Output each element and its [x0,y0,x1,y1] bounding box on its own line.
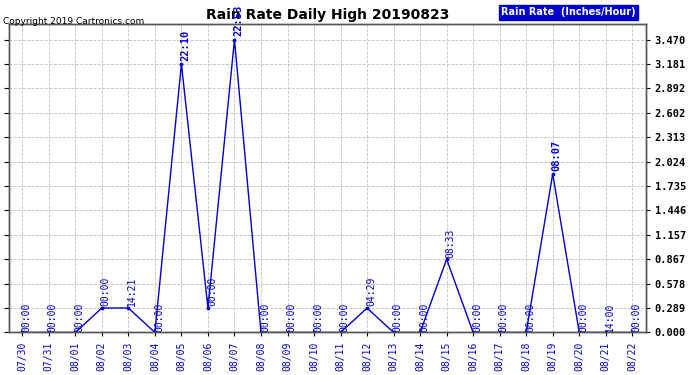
Text: 04:29: 04:29 [366,277,376,306]
Text: 00:00: 00:00 [419,302,429,332]
Text: Copyright 2019 Cartronics.com: Copyright 2019 Cartronics.com [3,17,145,26]
Text: 00:00: 00:00 [472,302,482,332]
Text: 00:00: 00:00 [525,302,535,332]
Text: 22:53: 22:53 [233,5,244,36]
Text: 00:00: 00:00 [286,302,297,332]
Text: 00:00: 00:00 [499,302,509,332]
Text: 00:00: 00:00 [21,302,31,332]
Text: 00:00: 00:00 [75,302,84,332]
Text: 00:00: 00:00 [207,277,217,306]
Title: Rain Rate Daily High 20190823: Rain Rate Daily High 20190823 [206,8,449,22]
Text: 00:00: 00:00 [260,302,270,332]
Text: 14:21: 14:21 [128,277,137,306]
Text: 00:00: 00:00 [154,302,164,332]
Text: 00:00: 00:00 [101,277,111,306]
Text: 00:00: 00:00 [339,302,350,332]
Text: 08:33: 08:33 [446,228,455,258]
Text: 22:10: 22:10 [180,29,190,60]
Text: 00:00: 00:00 [393,302,402,332]
Text: 00:00: 00:00 [631,302,641,332]
Text: 00:00: 00:00 [48,302,58,332]
Text: 14:00: 14:00 [604,302,615,332]
Text: 00:00: 00:00 [578,302,589,332]
Text: Rain Rate  (Inches/Hour): Rain Rate (Inches/Hour) [502,8,636,17]
Text: 00:00: 00:00 [313,302,323,332]
Text: 08:07: 08:07 [552,139,562,171]
